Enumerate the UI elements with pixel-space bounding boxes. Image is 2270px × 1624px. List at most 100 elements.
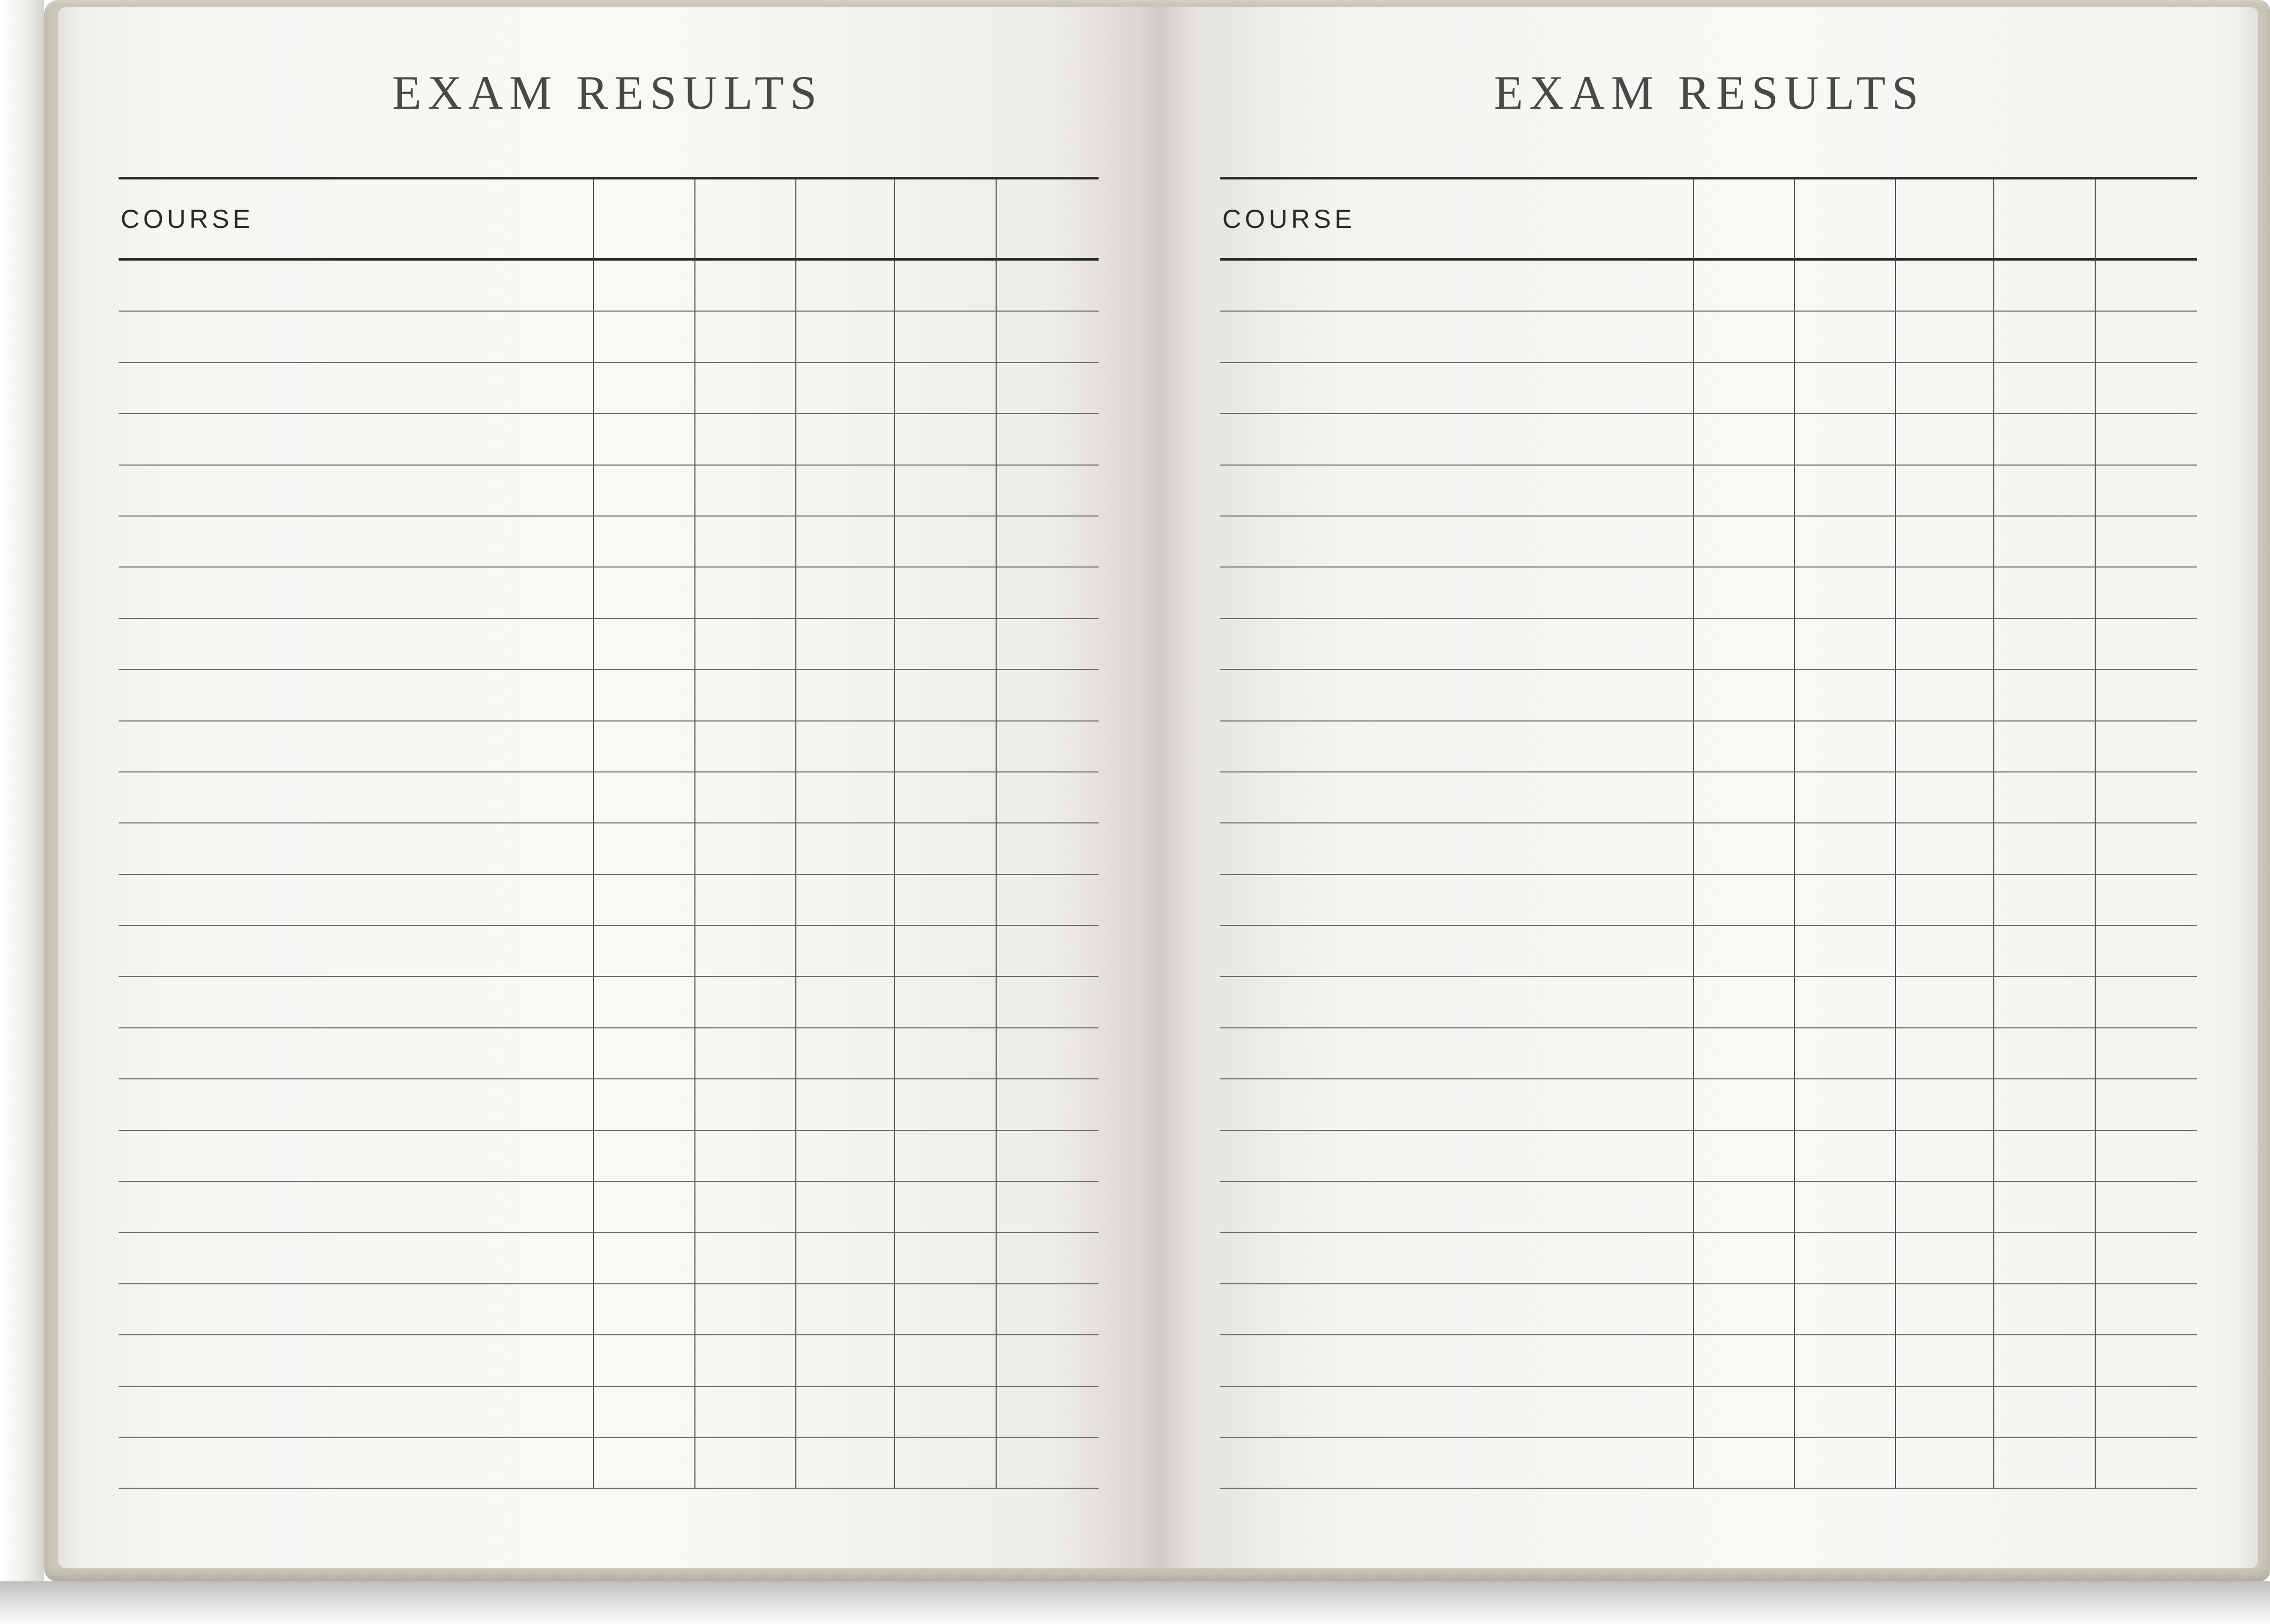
score-cell (1895, 977, 1995, 1028)
score-cell (594, 1233, 695, 1284)
score-cell (796, 1437, 896, 1489)
score-cell (796, 618, 896, 671)
score-cell (1795, 1335, 1896, 1387)
score-cell (895, 721, 997, 772)
course-cell (1220, 414, 1694, 466)
course-cell (119, 618, 594, 671)
course-cell (119, 1079, 594, 1131)
course-cell (1220, 1233, 1694, 1284)
score-cell (997, 1284, 1099, 1336)
score-cell (2095, 1131, 2197, 1182)
score-cell (997, 466, 1099, 517)
score-cell (1694, 465, 1796, 517)
score-cell (2095, 1387, 2197, 1438)
score-cell (895, 1130, 997, 1182)
score-cell (1895, 568, 1995, 619)
score-cell (1994, 874, 2096, 926)
score-cell (895, 977, 997, 1028)
score-cell (1994, 1233, 2096, 1284)
score-cell (1795, 363, 1896, 415)
score-cell (2095, 619, 2197, 671)
course-cell (1220, 1182, 1694, 1233)
score-cell (796, 823, 896, 875)
score-cell (895, 465, 997, 517)
score-cell (1994, 568, 2096, 619)
score-cell (1694, 1233, 1796, 1284)
score-cell (1795, 977, 1896, 1028)
score-cell (1795, 1437, 1896, 1489)
score-cell (1994, 1284, 2096, 1336)
score-cell (1895, 1182, 1995, 1233)
score-cell (1795, 1284, 1896, 1336)
score-cell (2095, 875, 2197, 926)
score-cell (997, 517, 1099, 568)
course-cell (1220, 721, 1694, 772)
score-cell (1895, 874, 1995, 926)
score-cell (1994, 1130, 2096, 1182)
score-cell (796, 312, 896, 363)
score-cell (594, 670, 695, 721)
course-cell (1220, 1386, 1694, 1438)
score-cell (1694, 1386, 1796, 1438)
score-cell (2095, 823, 2197, 875)
score-cell (997, 721, 1099, 772)
score-cell (2095, 363, 2197, 415)
score-cell (1694, 823, 1796, 875)
score-cell (2095, 1079, 2197, 1131)
score-cell (594, 1284, 695, 1336)
course-cell (119, 1284, 594, 1336)
score-cell (1795, 261, 1896, 312)
course-cell (119, 1335, 594, 1387)
course-cell (119, 414, 594, 466)
score-cell (1994, 823, 2096, 875)
score-cell (1895, 1437, 1995, 1489)
score-cell (1895, 1386, 1995, 1438)
score-cell (695, 926, 796, 977)
score-cell (594, 312, 695, 363)
score-cell (2095, 466, 2197, 517)
score-cell (695, 721, 796, 772)
course-cell (1220, 465, 1694, 517)
score-cell (695, 1130, 796, 1182)
score-cell (1994, 414, 2096, 466)
course-cell (1220, 568, 1694, 619)
score-cell (1895, 1284, 1995, 1336)
score-cell (1795, 618, 1896, 671)
book-floor-shadow (0, 1581, 2270, 1624)
score-cell (594, 568, 695, 619)
score-cell (997, 414, 1099, 466)
score-cell (1895, 1079, 1995, 1131)
score-cell (997, 261, 1099, 312)
course-header-label: COURSE (121, 204, 254, 234)
course-cell (119, 926, 594, 977)
score-cell (895, 1437, 997, 1489)
course-cell (1220, 618, 1694, 671)
score-cell (1895, 1335, 1995, 1387)
score-cell (594, 977, 695, 1028)
score-cell (895, 414, 997, 466)
score-cell (1795, 516, 1896, 568)
page-title: EXAM RESULTS (392, 66, 823, 119)
book-side-shadow (0, 0, 44, 1581)
score-cell (1994, 1079, 2096, 1131)
score-cell (895, 874, 997, 926)
score-cell (2095, 772, 2197, 824)
course-cell (119, 1437, 594, 1489)
score-cell (594, 823, 695, 875)
score-cell (2095, 261, 2197, 312)
exam-results-table: COURSE (1220, 177, 2197, 1489)
course-cell (1220, 1284, 1694, 1336)
score-cell (594, 516, 695, 568)
score-cell (1795, 721, 1896, 772)
score-cell (796, 1386, 896, 1438)
score-cell (594, 1335, 695, 1387)
score-cell (895, 1028, 997, 1080)
score-cell (796, 465, 896, 517)
score-cell (695, 1079, 796, 1131)
score-cell (1795, 926, 1896, 977)
score-cell (895, 1079, 997, 1131)
score-cell (1694, 1182, 1796, 1233)
course-cell (1220, 261, 1694, 312)
score-cell (2095, 977, 2197, 1028)
course-header-label: COURSE (1222, 204, 1356, 234)
